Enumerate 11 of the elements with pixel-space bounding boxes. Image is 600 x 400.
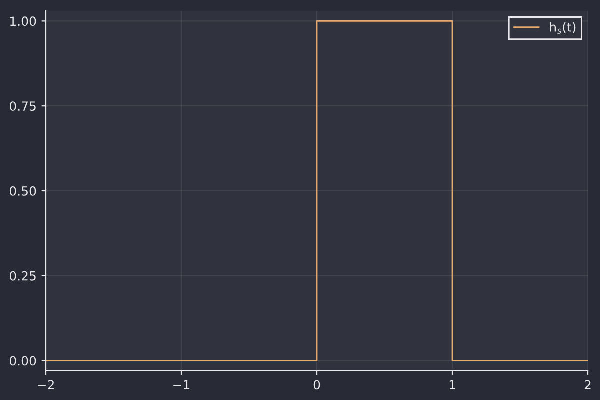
- x-tick-label: −2: [38, 380, 54, 390]
- x-tick-label: 2: [584, 380, 591, 390]
- y-tick-label: 0.00: [10, 356, 36, 366]
- y-tick-label: 0.25: [10, 271, 36, 281]
- y-tick-label: 1.00: [10, 16, 36, 26]
- x-tick-label: −1: [174, 380, 190, 390]
- legend-label: h$_{s}$(t): [550, 22, 576, 34]
- x-tick-label: 0: [314, 380, 320, 390]
- y-tick-label: 0.75: [10, 102, 36, 112]
- y-tick-label: 0.50: [10, 186, 36, 196]
- x-tick-label: 1: [450, 380, 456, 390]
